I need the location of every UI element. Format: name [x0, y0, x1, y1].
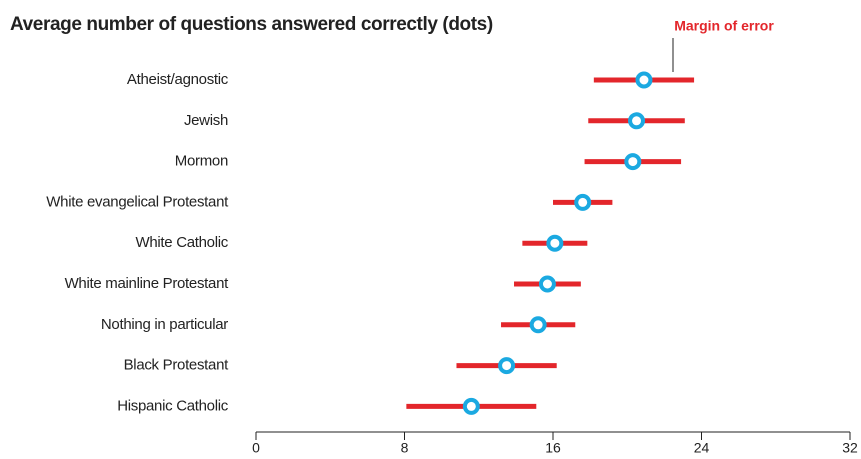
x-tick-label: 24 — [694, 440, 710, 456]
category-label: White mainline Protestant — [65, 275, 230, 292]
category-label: Hispanic Catholic — [117, 397, 229, 414]
category-label: White Catholic — [135, 234, 228, 251]
dot — [462, 397, 480, 415]
x-tick-label: 16 — [545, 440, 561, 456]
dot — [628, 112, 646, 130]
dot — [538, 275, 556, 293]
dot — [529, 316, 547, 334]
dot — [546, 234, 564, 252]
category-label: Atheist/agnostic — [127, 71, 229, 88]
category-label: Jewish — [184, 112, 228, 129]
category-label: Black Protestant — [124, 357, 230, 374]
x-tick-label: 8 — [401, 440, 409, 456]
category-label: Mormon — [175, 153, 228, 170]
dot — [498, 357, 516, 375]
dot — [635, 71, 653, 89]
dot — [574, 193, 592, 211]
dot — [624, 153, 642, 171]
category-label: White evangelical Protestant — [46, 193, 229, 210]
category-label: Nothing in particular — [101, 316, 228, 333]
x-tick-label: 0 — [252, 440, 260, 456]
annotation: Margin of error — [674, 18, 774, 34]
x-tick-label: 32 — [842, 440, 858, 456]
chart-title: Average number of questions answered cor… — [10, 14, 493, 35]
